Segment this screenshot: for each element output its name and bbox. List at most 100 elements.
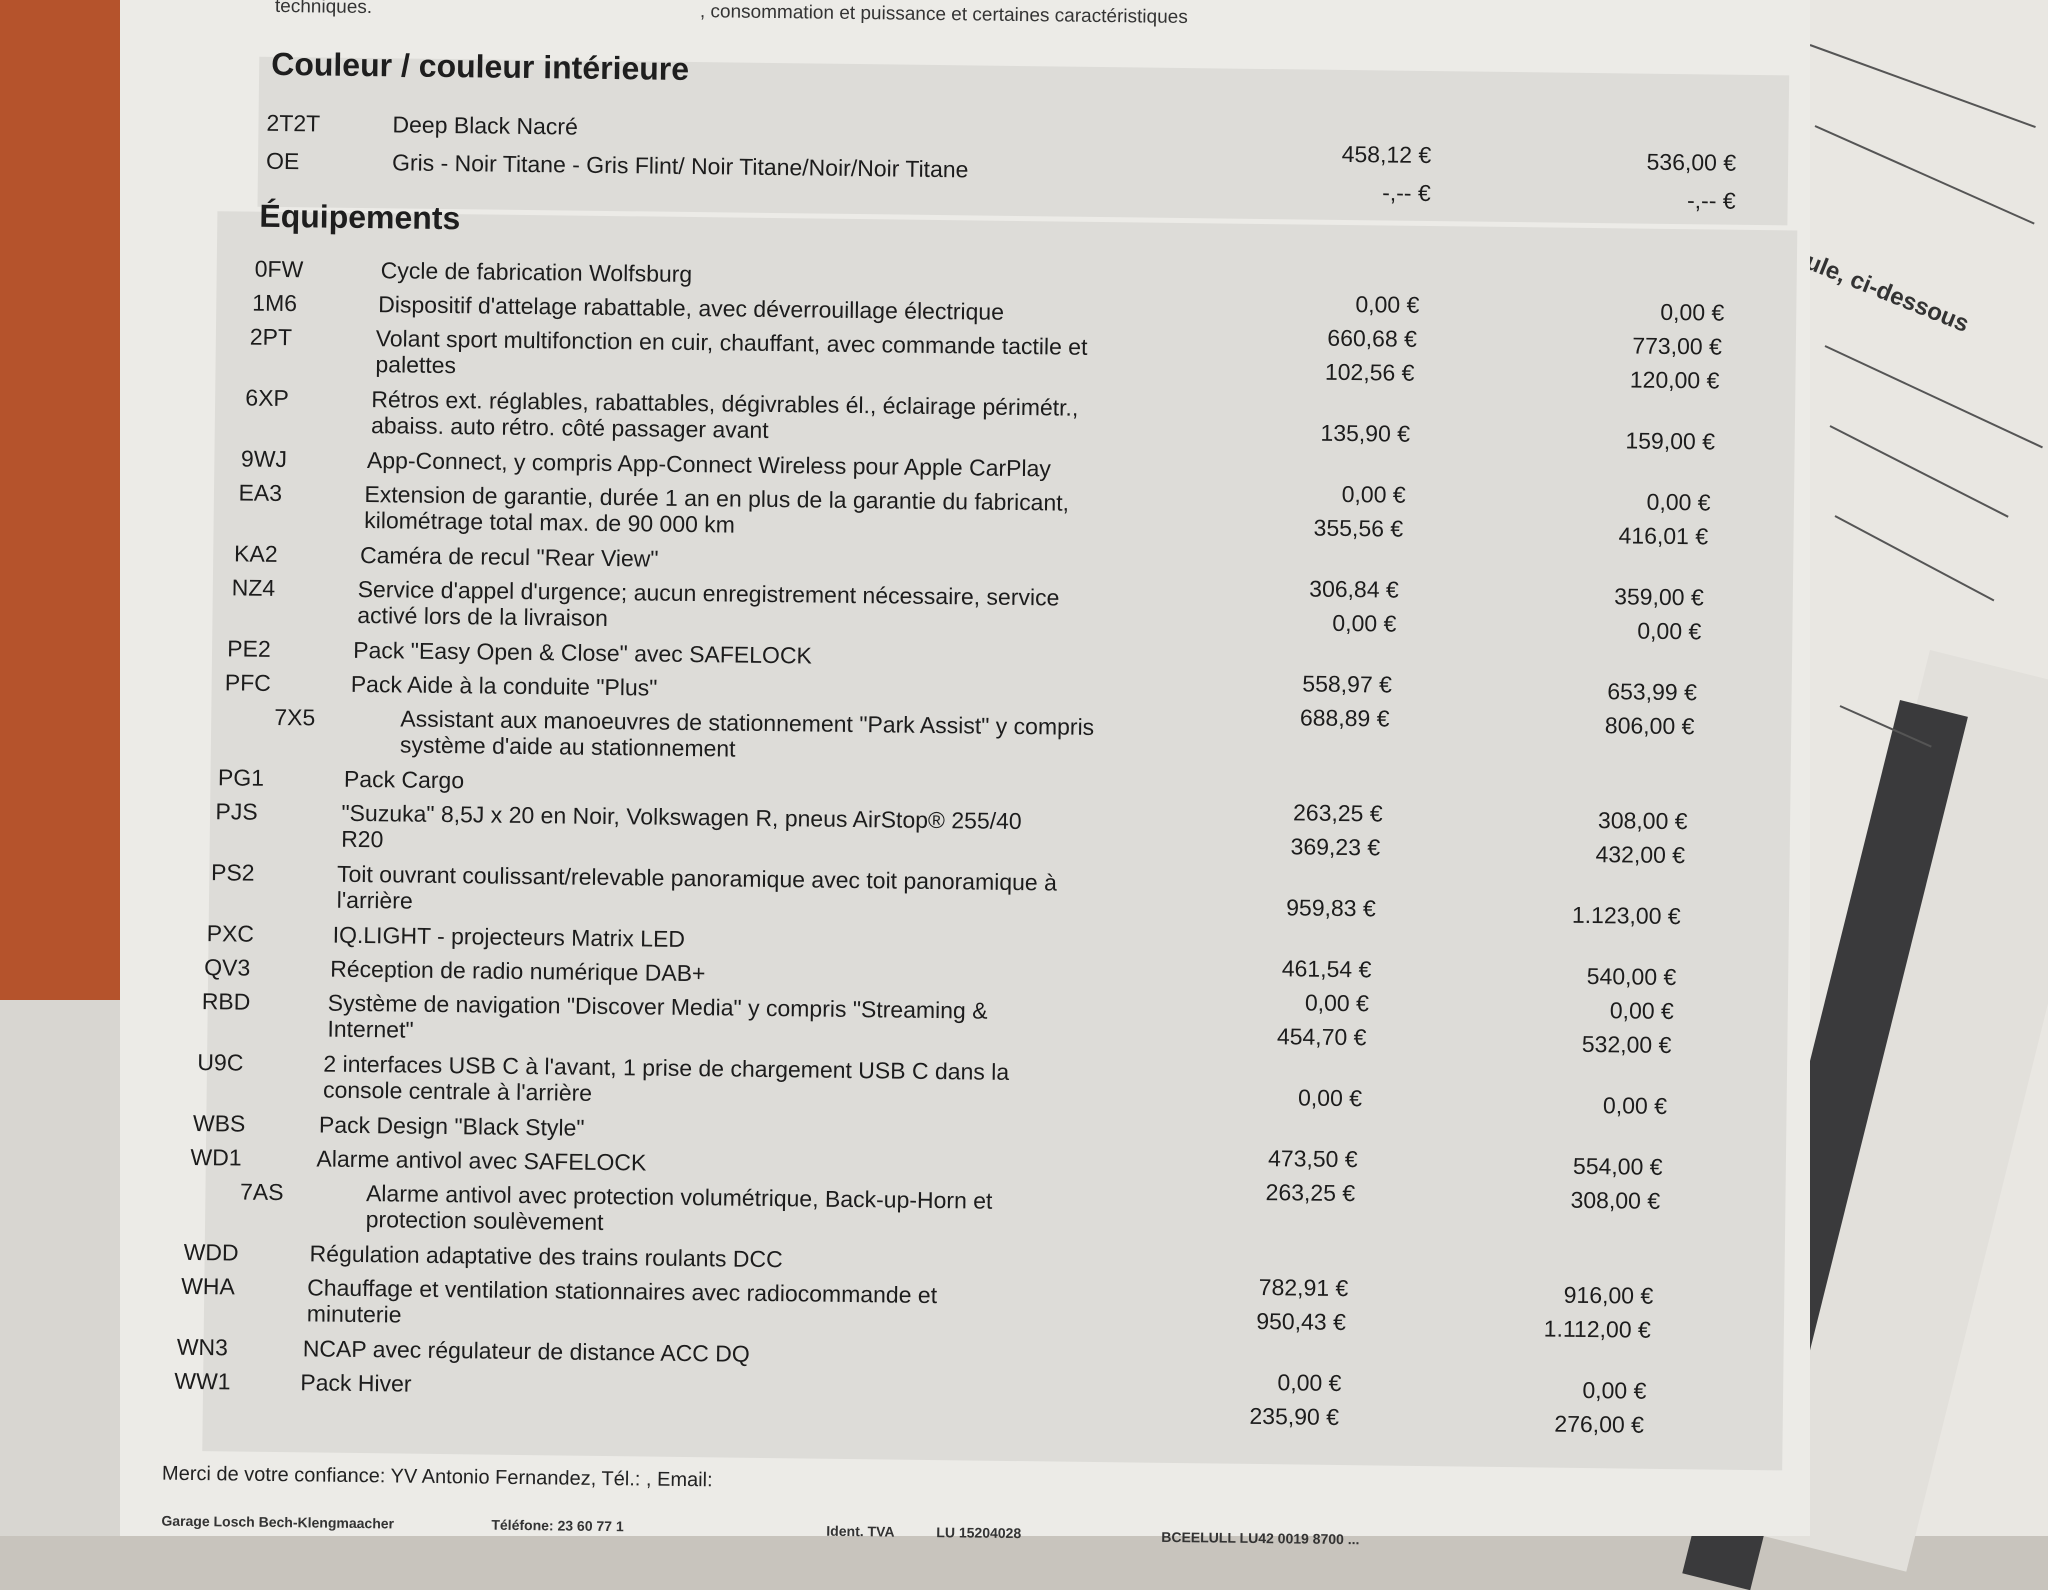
vat-label: Ident. TVA	[826, 1522, 895, 1540]
vat-number: LU 15204028	[936, 1524, 1022, 1542]
item-code: EA3	[238, 479, 283, 507]
item-gross-price: 416,01 €	[1618, 522, 1709, 550]
item-gross-price: 308,00 €	[1597, 807, 1688, 835]
equipment-section-title: Équipements	[259, 197, 461, 237]
item-code: 6XP	[245, 384, 290, 412]
item-code: 7AS	[239, 1178, 284, 1206]
item-code: 7X5	[274, 703, 316, 731]
item-code: WDD	[183, 1238, 239, 1266]
background-orange-folder	[0, 0, 140, 1020]
item-net-price: 950,43 €	[1256, 1307, 1347, 1336]
item-code: 2PT	[249, 323, 293, 351]
item-description: Toit ouvrant coulissant/relevable panora…	[336, 860, 1058, 914]
item-net-price: 454,70 €	[1276, 1023, 1367, 1051]
item-gross-price: -,-- €	[1686, 187, 1736, 214]
item-net-price: 782,91 €	[1258, 1274, 1349, 1302]
item-gross-price: 0,00 €	[1646, 488, 1711, 516]
item-gross-price: 0,00 €	[1660, 298, 1725, 326]
item-gross-price: 0,00 €	[1609, 997, 1674, 1025]
item-gross-price: 806,00 €	[1604, 712, 1695, 740]
item-gross-price: 0,00 €	[1582, 1376, 1647, 1404]
item-description: Volant sport multifonction en cuir, chau…	[375, 325, 1088, 379]
thanks-line: Merci de votre confiance: YV Antonio Fer…	[161, 1462, 713, 1492]
item-net-price: 0,00 €	[1277, 1369, 1342, 1397]
item-gross-price: 159,00 €	[1625, 427, 1716, 455]
item-code: KA2	[233, 540, 278, 567]
item-net-price: 0,00 €	[1355, 291, 1420, 318]
item-gross-price: 359,00 €	[1614, 583, 1704, 611]
item-code: WBS	[192, 1109, 246, 1137]
item-gross-price: 276,00 €	[1554, 1410, 1645, 1438]
item-net-price: 355,56 €	[1313, 514, 1404, 542]
item-net-price: 461,54 €	[1281, 955, 1372, 983]
header-fragment-right: , consommation et puissance et certaines…	[699, 1, 1188, 29]
item-code: U9C	[197, 1049, 244, 1076]
item-code: WN3	[176, 1333, 229, 1361]
item-code: 1M6	[252, 289, 298, 317]
item-gross-price: 0,00 €	[1602, 1092, 1668, 1119]
item-gross-price: 1.123,00 €	[1571, 901, 1681, 930]
item-net-price: 688,89 €	[1299, 704, 1390, 732]
item-code: OE	[265, 147, 300, 175]
item-net-price: 0,00 €	[1341, 480, 1406, 508]
item-net-price: 959,83 €	[1286, 894, 1376, 922]
item-gross-price: 120,00 €	[1629, 366, 1720, 394]
item-code: QV3	[204, 954, 251, 981]
item-net-price: 263,25 €	[1265, 1179, 1356, 1207]
item-net-price: 263,25 €	[1292, 799, 1383, 827]
bank-details: BCEELULL LU42 0019 8700 ...	[1161, 1528, 1360, 1548]
item-description: Chauffage et ventilation stationnaires a…	[306, 1274, 938, 1328]
item-net-price: 306,84 €	[1309, 575, 1399, 603]
item-net-price: 0,00 €	[1297, 1084, 1363, 1112]
item-net-price: 558,97 €	[1302, 670, 1393, 698]
item-net-price: 473,50 €	[1267, 1145, 1358, 1173]
item-description: 2 interfaces USB C à l'avant, 1 prise de…	[322, 1050, 1010, 1106]
item-net-price: 0,00 €	[1304, 989, 1370, 1017]
item-net-price: 135,90 €	[1320, 419, 1411, 447]
item-code: PS2	[210, 859, 255, 886]
item-gross-price: 653,99 €	[1607, 678, 1698, 706]
item-description: Rétros ext. réglables, rabattables, dégi…	[370, 386, 1079, 443]
item-code: WD1	[190, 1143, 242, 1171]
item-net-price: 102,56 €	[1324, 358, 1415, 386]
item-description: "Suzuka" 8,5J x 20 en Noir, Volkswagen R…	[341, 799, 1022, 853]
item-code: PJS	[215, 798, 258, 825]
item-net-price: 660,68 €	[1327, 324, 1418, 352]
item-gross-price: 1.112,00 €	[1543, 1315, 1651, 1343]
background-surface	[0, 1000, 140, 1536]
item-gross-price: 554,00 €	[1572, 1152, 1663, 1180]
item-gross-price: 308,00 €	[1570, 1186, 1661, 1214]
item-code: 9WJ	[240, 445, 288, 473]
company-name: Garage Losch Bech-Klengmaacher	[161, 1512, 395, 1532]
item-net-price: 235,90 €	[1249, 1402, 1340, 1430]
item-net-price: 0,00 €	[1332, 609, 1397, 637]
item-gross-price: 540,00 €	[1586, 962, 1677, 991]
item-description: Service d'appel d'urgence; aucun enregis…	[357, 575, 1060, 632]
header-fragment-left: techniques.	[274, 0, 373, 19]
item-gross-price: 432,00 €	[1595, 841, 1686, 869]
item-net-price: -,-- €	[1382, 179, 1431, 207]
item-gross-price: 916,00 €	[1563, 1281, 1654, 1309]
item-net-price: 369,23 €	[1290, 833, 1381, 861]
item-code: PE2	[227, 635, 271, 662]
item-description: Alarme antivol avec protection volumétri…	[365, 1180, 993, 1235]
item-code: 0FW	[254, 255, 304, 283]
item-code: WHA	[181, 1272, 236, 1300]
item-code: PG1	[217, 764, 265, 791]
item-code: PXC	[206, 920, 255, 947]
item-code: PFC	[224, 669, 271, 696]
item-gross-price: 0,00 €	[1637, 617, 1702, 645]
item-code: RBD	[201, 988, 251, 1015]
item-gross-price: 532,00 €	[1581, 1030, 1672, 1059]
item-gross-price: 773,00 €	[1632, 332, 1722, 360]
item-code: WW1	[174, 1367, 231, 1395]
item-description: Assistant aux manoeuvres de stationnemen…	[399, 705, 1095, 762]
item-code: NZ4	[231, 574, 276, 601]
item-code: 2T2T	[266, 109, 321, 137]
item-gross-price: 536,00 €	[1646, 148, 1737, 176]
company-phone: Téléfone: 23 60 77 1	[491, 1516, 624, 1535]
color-section-title: Couleur / couleur intérieure	[271, 45, 690, 87]
item-description: Extension de garantie, durée 1 an en plu…	[364, 481, 1070, 538]
item-description: Système de navigation "Discover Media" y…	[327, 989, 988, 1043]
invoice-page: techniques. , consommation et puissance …	[120, 0, 1810, 1547]
